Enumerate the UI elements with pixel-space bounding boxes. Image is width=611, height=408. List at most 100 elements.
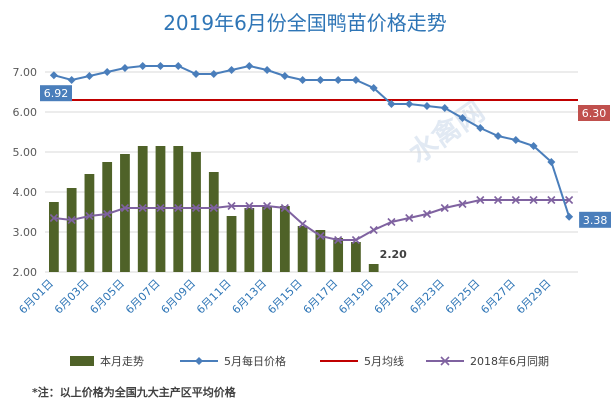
label-last-may-bg <box>579 211 611 228</box>
point <box>280 72 289 80</box>
point <box>422 209 432 219</box>
x-tick-label: 6月23日 <box>407 277 447 317</box>
x-tick-label: 6月05日 <box>87 277 127 317</box>
label-first-may-text: 6.92 <box>44 87 69 100</box>
x-tick-label: 6月09日 <box>159 277 199 317</box>
x-tick-label: 6月03日 <box>52 277 92 317</box>
x-tick-label: 6月11日 <box>194 277 234 317</box>
bar <box>208 172 219 272</box>
point <box>316 76 325 84</box>
y-tick-label: 5.00 <box>13 146 38 159</box>
point <box>298 219 307 229</box>
bar <box>368 264 379 272</box>
point <box>511 136 520 144</box>
point <box>440 203 449 213</box>
gridlines <box>45 71 578 273</box>
point <box>156 203 165 213</box>
bar <box>315 230 326 272</box>
point <box>156 62 165 70</box>
label-last-may: 3.38 <box>579 211 611 228</box>
legend-label: 本月走势 <box>100 354 144 368</box>
footnote: *注：以上价格为全国九大主产区平均价格 <box>32 385 237 399</box>
x-tick-label: 6月21日 <box>372 277 412 317</box>
legend-swatch <box>70 356 94 366</box>
point <box>85 72 94 80</box>
point <box>138 203 147 213</box>
label-last-may-text: 3.38 <box>583 214 608 227</box>
bar <box>120 154 130 272</box>
point <box>191 203 201 213</box>
bar <box>48 202 59 272</box>
point <box>405 213 414 223</box>
point <box>458 114 467 122</box>
legend-label: 5月均线 <box>364 354 404 368</box>
point <box>387 100 396 108</box>
series-line <box>53 64 571 218</box>
point <box>49 71 58 80</box>
point <box>85 211 94 221</box>
x-tick-label: 6月27日 <box>478 277 518 317</box>
x-tick-label: 6月13日 <box>230 277 270 317</box>
legend-item: 5月每日价格 <box>180 354 286 368</box>
point <box>351 235 360 245</box>
label-may-average-bg <box>578 105 610 121</box>
point <box>511 195 520 205</box>
legend-label: 2018年6月同期 <box>470 354 549 368</box>
point <box>440 104 449 112</box>
y-axis: 2.00 3.00 4.00 5.00 6.00 7.00 <box>13 66 38 279</box>
bar <box>279 206 290 272</box>
legend-marker <box>195 357 203 365</box>
point <box>369 225 378 235</box>
point <box>103 209 112 219</box>
point <box>405 100 414 108</box>
data-labels: 6.92 6.30 3.38 2.20 <box>40 85 611 261</box>
point <box>351 76 360 84</box>
point <box>565 212 574 221</box>
point <box>192 70 201 78</box>
point <box>209 70 218 78</box>
point <box>227 66 236 74</box>
x-tick-label: 6月15日 <box>265 277 305 317</box>
point <box>280 203 289 213</box>
point <box>49 213 58 223</box>
legend-item: 本月走势 <box>70 354 144 368</box>
point <box>67 215 76 225</box>
y-tick-label: 3.00 <box>13 226 38 239</box>
point <box>263 66 272 74</box>
point <box>494 132 503 140</box>
point <box>493 195 503 205</box>
label-may-average: 6.30 <box>578 105 610 121</box>
point <box>263 201 272 211</box>
point <box>67 76 76 84</box>
bar <box>244 208 255 272</box>
x-tick-label: 6月17日 <box>301 277 341 317</box>
point <box>476 124 485 132</box>
chart-title: 2019年6月份全国鸭苗价格走势 <box>163 11 447 35</box>
y-tick-label: 4.00 <box>13 186 38 199</box>
legend-item: 2018年6月同期 <box>426 354 549 368</box>
y-tick-label: 6.00 <box>13 106 38 119</box>
line-2018 <box>49 195 574 245</box>
point <box>103 68 112 76</box>
point <box>334 76 343 84</box>
legend-marker <box>440 356 450 366</box>
point <box>458 199 467 209</box>
legend-item: 5月均线 <box>320 354 404 368</box>
line-may <box>49 62 574 221</box>
point <box>334 235 343 245</box>
label-may-average-text: 6.30 <box>582 107 607 120</box>
point <box>209 203 218 213</box>
point <box>565 195 574 205</box>
point <box>529 195 538 205</box>
point <box>298 76 307 84</box>
y-tick-label: 2.00 <box>13 266 38 279</box>
point <box>369 84 378 92</box>
point <box>138 62 147 70</box>
x-axis: 6月01日6月03日6月05日6月07日6月09日6月11日6月13日6月15日… <box>16 277 553 317</box>
point <box>245 201 254 211</box>
point <box>422 102 431 110</box>
bar <box>66 188 77 272</box>
bar <box>262 206 272 272</box>
point <box>316 231 325 241</box>
